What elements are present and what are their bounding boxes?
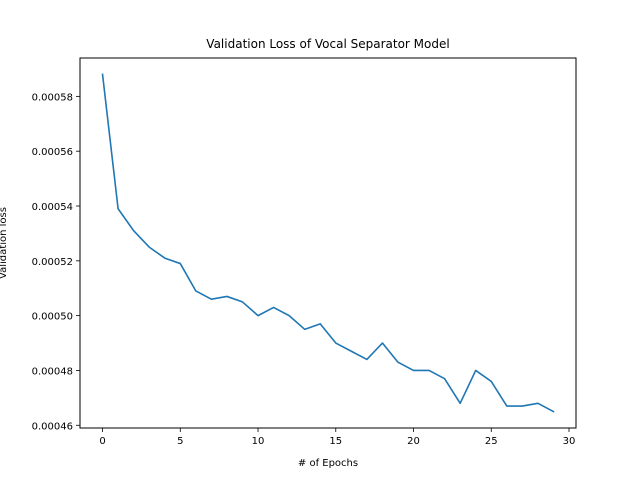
x-tick-label: 20 — [407, 436, 420, 447]
y-tick-label: 0.00058 — [32, 92, 73, 103]
x-tick-label: 5 — [177, 436, 183, 447]
chart-title: Validation Loss of Vocal Separator Model — [206, 37, 449, 51]
x-tick-label: 25 — [485, 436, 498, 447]
x-axis: 0 5 10 15 20 25 30 — [99, 428, 575, 447]
y-tick-label: 0.00056 — [32, 147, 73, 158]
y-tick-label: 0.00052 — [32, 257, 73, 268]
x-axis-label: # of Epochs — [298, 458, 358, 469]
y-axis-label: Validation loss — [0, 207, 9, 279]
y-tick-label: 0.00054 — [32, 202, 73, 213]
plot-area — [101, 73, 555, 413]
x-tick-label: 10 — [252, 436, 265, 447]
y-tick-label: 0.00050 — [32, 312, 73, 323]
x-tick-label: 0 — [99, 436, 105, 447]
x-tick-label: 30 — [563, 436, 576, 447]
x-tick-label: 15 — [329, 436, 342, 447]
y-axis: 0.00046 0.00048 0.00050 0.00052 0.00054 0.000… — [32, 92, 80, 432]
y-tick-label: 0.00048 — [32, 366, 73, 377]
y-tick-label: 0.00046 — [32, 421, 73, 432]
series-line — [101, 73, 555, 413]
axes-frame — [79, 57, 577, 429]
